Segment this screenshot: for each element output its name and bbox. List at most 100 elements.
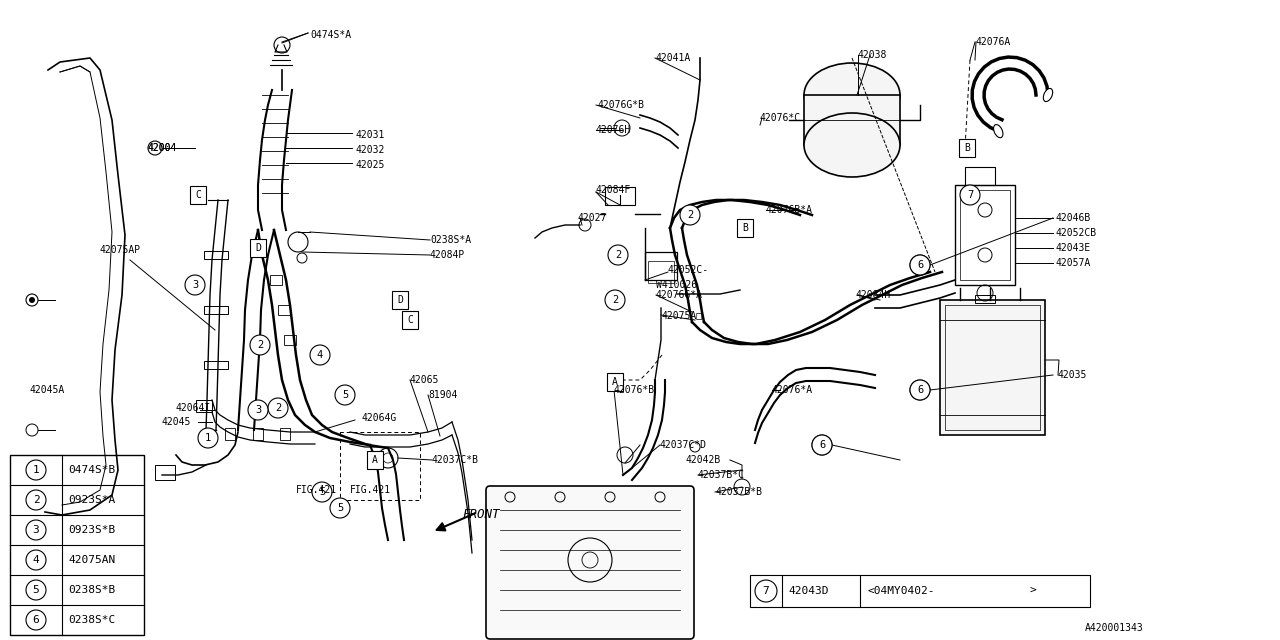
Text: 42075AN: 42075AN [68,555,115,565]
Text: 1: 1 [205,433,211,443]
Text: 0238S*C: 0238S*C [68,615,115,625]
Bar [607,373,623,391]
Text: <04MY0402-: <04MY0402- [868,586,936,596]
Text: 42037C*B: 42037C*B [433,455,479,465]
Text: 42037B*C: 42037B*C [698,470,745,480]
Ellipse shape [1043,88,1052,102]
Circle shape [605,290,625,310]
Circle shape [812,435,832,455]
Text: 0238S*A: 0238S*A [430,235,471,245]
Ellipse shape [804,63,900,127]
Text: 3: 3 [32,525,40,535]
Bar [253,428,262,440]
Bar [945,305,1039,430]
Circle shape [248,400,268,420]
Text: 42076G*B: 42076G*B [598,100,645,110]
Text: 5: 5 [337,503,343,513]
Text: 42076*C: 42076*C [760,113,801,123]
Ellipse shape [993,125,1004,138]
Text: 4: 4 [32,555,40,565]
Text: 42076H: 42076H [596,125,631,135]
Bar [605,187,635,205]
Circle shape [26,550,46,570]
Text: 2: 2 [614,250,621,260]
Text: 42052CB: 42052CB [1055,228,1096,238]
Text: 6: 6 [32,615,40,625]
Bar [975,295,995,303]
Bar [284,335,296,345]
Text: 42084F: 42084F [596,185,631,195]
Text: 42076G*A: 42076G*A [657,290,703,300]
Text: A: A [372,455,378,465]
Text: 5: 5 [319,487,325,497]
Text: 42075AP: 42075AP [100,245,141,255]
Text: 7: 7 [763,586,769,596]
Circle shape [312,482,332,502]
Text: 42057A: 42057A [1055,258,1091,268]
Text: 0923S*A: 0923S*A [68,495,115,505]
Bar [648,261,675,283]
Text: 42064I: 42064I [175,403,210,413]
Bar [270,275,282,285]
Circle shape [310,345,330,365]
Circle shape [186,275,205,295]
Text: 42046B: 42046B [1055,213,1091,223]
Text: 3: 3 [192,280,198,290]
Bar [367,451,383,469]
Bar [959,139,975,157]
Bar [965,167,995,185]
Text: 42004: 42004 [148,143,178,153]
Text: 0474S*B: 0474S*B [68,465,115,475]
Text: 42084P: 42084P [430,250,465,260]
Circle shape [26,294,38,306]
Text: 2: 2 [687,210,694,220]
Text: W410026: W410026 [657,280,698,290]
Text: C: C [407,315,413,325]
Bar [278,305,291,315]
Text: 42076A: 42076A [977,37,1011,47]
Bar [155,465,175,480]
Text: 42045A: 42045A [29,385,65,395]
Text: B: B [742,223,748,233]
Bar [955,185,1015,285]
Text: 42031: 42031 [355,130,384,140]
Text: 42032: 42032 [355,145,384,155]
Text: 42041A: 42041A [655,53,690,63]
Text: 42052C-: 42052C- [668,265,709,275]
Bar [10,455,143,635]
Text: C: C [195,190,201,200]
Bar [204,251,228,259]
Text: 2: 2 [275,403,282,413]
Text: 6: 6 [916,385,923,395]
Text: 42075A□: 42075A□ [660,310,703,320]
Text: FIG.421: FIG.421 [349,485,392,495]
Text: 4: 4 [317,350,323,360]
Bar [402,311,419,329]
Bar [250,239,266,257]
Text: 42004: 42004 [148,143,178,153]
Circle shape [29,297,35,303]
Text: 2: 2 [612,295,618,305]
Text: 42043D: 42043D [788,586,828,596]
Bar [645,252,677,280]
Circle shape [910,255,931,275]
Text: 42037B*B: 42037B*B [716,487,762,497]
Text: 42037C*D: 42037C*D [660,440,707,450]
Circle shape [680,205,700,225]
Bar [750,575,1091,607]
Text: 5: 5 [342,390,348,400]
Text: B: B [964,143,970,153]
Text: 3: 3 [255,405,261,415]
Circle shape [960,185,980,205]
Text: 42045: 42045 [163,417,192,427]
Text: 5: 5 [32,585,40,595]
Text: A: A [612,377,618,387]
Circle shape [268,398,288,418]
Text: 6: 6 [916,260,923,270]
Circle shape [26,580,46,600]
Bar [189,186,206,204]
Bar [225,428,236,440]
Circle shape [26,460,46,480]
Text: FRONT: FRONT [462,509,499,522]
Text: 1: 1 [32,465,40,475]
